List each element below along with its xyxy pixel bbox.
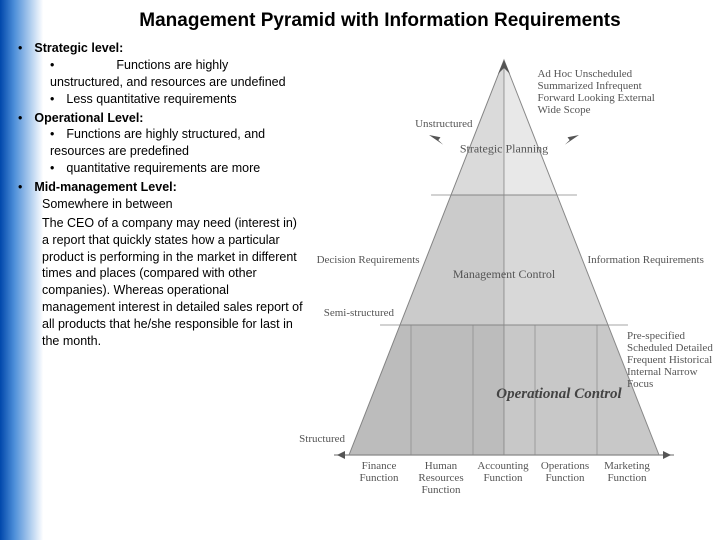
operational-item-2: quantitative requirements are more [66, 161, 260, 175]
pyramid-diagram: Strategic Planning Management Control Oper… [303, 40, 720, 510]
label-func-3: OperationsFunction [535, 460, 595, 484]
label-right-bot: Pre-specifiedScheduled DetailedFrequent … [627, 330, 720, 390]
label-structured: Structured [290, 433, 345, 445]
strategic-item-2: Less quantitative requirements [66, 92, 236, 106]
label-decision-req: Decision Requirements [300, 254, 420, 266]
operational-heading: Operational Level: [34, 111, 143, 125]
label-info-req: Information Requirements [587, 254, 717, 266]
label-func-4: MarketingFunction [597, 460, 657, 484]
operational-item-1: Functions are highly structured, and res… [50, 127, 265, 158]
midmgmt-tail: Somewhere in between [18, 196, 303, 213]
label-func-1: HumanResourcesFunction [411, 460, 471, 496]
label-unstructured: Unstructured [405, 118, 473, 130]
svg-text:Management Control: Management Control [453, 267, 556, 281]
bullet-list: Strategic level: Functions are highly un… [18, 40, 303, 510]
strategic-item-1: Functions are highly unstructured, and r… [50, 58, 286, 89]
label-right-top: Ad Hoc UnscheduledSummarized InfrequentF… [537, 68, 667, 116]
label-func-2: AccountingFunction [473, 460, 533, 484]
page-title: Management Pyramid with Information Requ… [0, 0, 720, 40]
svg-text:Operational Control: Operational Control [496, 386, 622, 402]
ceo-paragraph: The CEO of a company may need (interest … [18, 215, 303, 350]
content-area: Strategic level: Functions are highly un… [0, 40, 720, 510]
svg-text:Strategic Planning: Strategic Planning [460, 142, 548, 156]
strategic-heading: Strategic level: [34, 41, 123, 55]
label-semistructured: Semi-structured [304, 307, 394, 319]
label-func-0: FinanceFunction [349, 460, 409, 484]
midmgmt-heading: Mid-management Level: [34, 180, 176, 194]
